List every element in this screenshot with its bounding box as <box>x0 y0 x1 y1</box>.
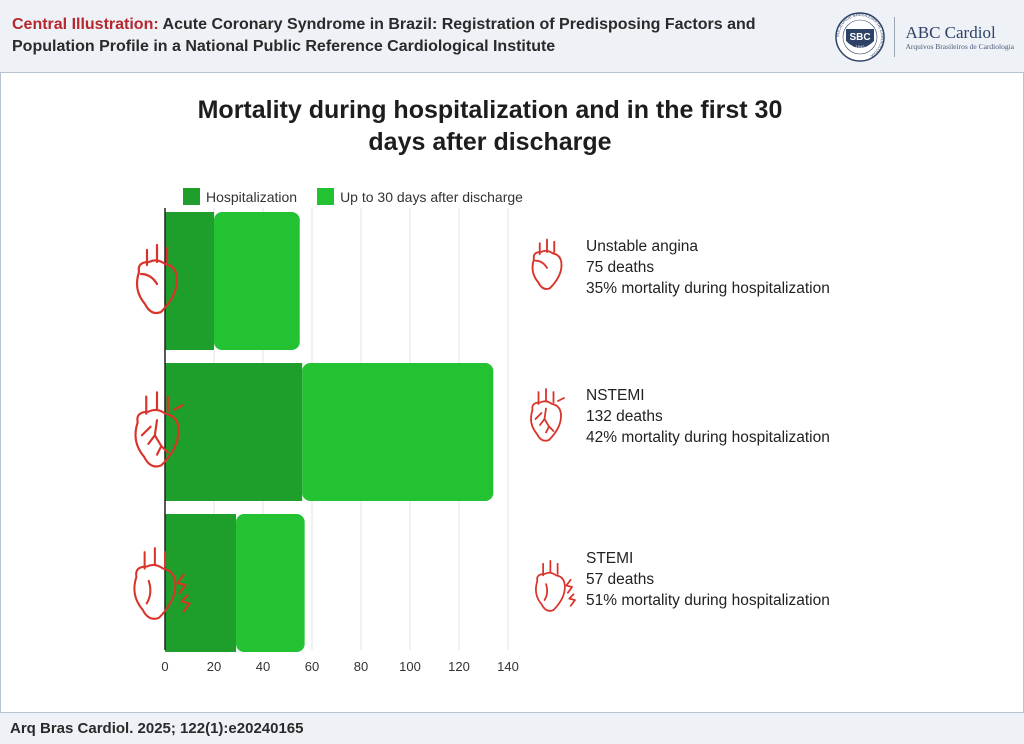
sbc-logo: SBC 1943 SOCIEDADE BRASILEIRA DE CARDIOL… <box>835 12 885 62</box>
chart-title: Mortality during hospitalization and in … <box>197 96 783 156</box>
heart-attack-icon <box>535 560 576 612</box>
journal-brand: ABC Cardiol Arquivos Brasileiros de Card… <box>905 23 1014 52</box>
x-tick-label: 20 <box>207 659 221 674</box>
annotation-stemi: STEMI 57 deaths 51% mortality during hos… <box>586 548 830 611</box>
annotation-mortality: 42% mortality during hospitalization <box>586 429 830 446</box>
x-tick-label: 60 <box>305 659 319 674</box>
figure-title-text: Acute Coronary Syndrome in Brazil: Regis… <box>12 16 756 55</box>
logos: SBC 1943 SOCIEDADE BRASILEIRA DE CARDIOL… <box>834 10 1014 64</box>
x-tick-label: 40 <box>256 659 270 674</box>
journal-subtitle: Arquivos Brasileiros de Cardiologia <box>905 41 1014 51</box>
sbc-text: SBC <box>850 32 871 43</box>
legend-label-after-discharge: Up to 30 days after discharge <box>340 188 523 205</box>
header-bar: Central Illustration: Acute Coronary Syn… <box>0 0 1024 73</box>
annotation-deaths: 132 deaths <box>586 408 663 425</box>
x-tick-label: 80 <box>354 659 368 674</box>
journal-name: ABC Cardiol <box>905 22 996 42</box>
legend-label-hospitalization: Hospitalization <box>206 188 298 205</box>
annotation-unstable-angina: Unstable angina 75 deaths 35% mortality … <box>586 236 830 299</box>
figure-label: Central Illustration: <box>12 16 159 33</box>
citation: Arq Bras Cardiol. 2025; 122(1):e20240165 <box>10 720 304 737</box>
heart-arteries-icon <box>530 388 565 442</box>
bar-after-discharge <box>302 363 494 501</box>
x-tick-label: 140 <box>497 659 519 674</box>
heart-icon <box>531 238 563 290</box>
footer-bar: Arq Bras Cardiol. 2025; 122(1):e20240165 <box>0 712 1024 744</box>
logo-separator <box>894 17 896 57</box>
bar-after-discharge <box>214 212 300 350</box>
x-tick-label: 0 <box>161 659 168 674</box>
heart-icon <box>135 243 179 315</box>
legend-swatch-hospitalization <box>183 188 200 205</box>
annotation-mortality: 35% mortality during hospitalization <box>586 280 830 297</box>
legend-item-after-discharge: Up to 30 days after discharge <box>317 188 523 205</box>
x-tick-label: 100 <box>399 659 421 674</box>
legend-item-hospitalization: Hospitalization <box>183 188 297 205</box>
annotation-nstemi: NSTEMI 132 deaths 42% mortality during h… <box>586 385 830 448</box>
x-tick-label: 120 <box>448 659 470 674</box>
bar-hospitalization <box>165 363 303 501</box>
figure-title: Central Illustration: Acute Coronary Syn… <box>12 14 802 58</box>
annotation-mortality: 51% mortality during hospitalization <box>586 592 830 609</box>
annotation-name: NSTEMI <box>586 387 645 404</box>
annotation-name: STEMI <box>586 550 634 567</box>
annotation-deaths: 57 deaths <box>586 571 655 588</box>
annotation-deaths: 75 deaths <box>586 259 655 276</box>
annotation-name: Unstable angina <box>586 238 699 255</box>
bar-after-discharge <box>236 514 305 652</box>
bar-hospitalization <box>165 212 214 350</box>
heart-attack-icon <box>133 547 191 620</box>
heart-arteries-icon <box>134 391 184 468</box>
legend-swatch-after-discharge <box>317 188 335 205</box>
sbc-year: 1943 <box>856 44 866 49</box>
chart-legend: Hospitalization Up to 30 days after disc… <box>183 188 543 205</box>
